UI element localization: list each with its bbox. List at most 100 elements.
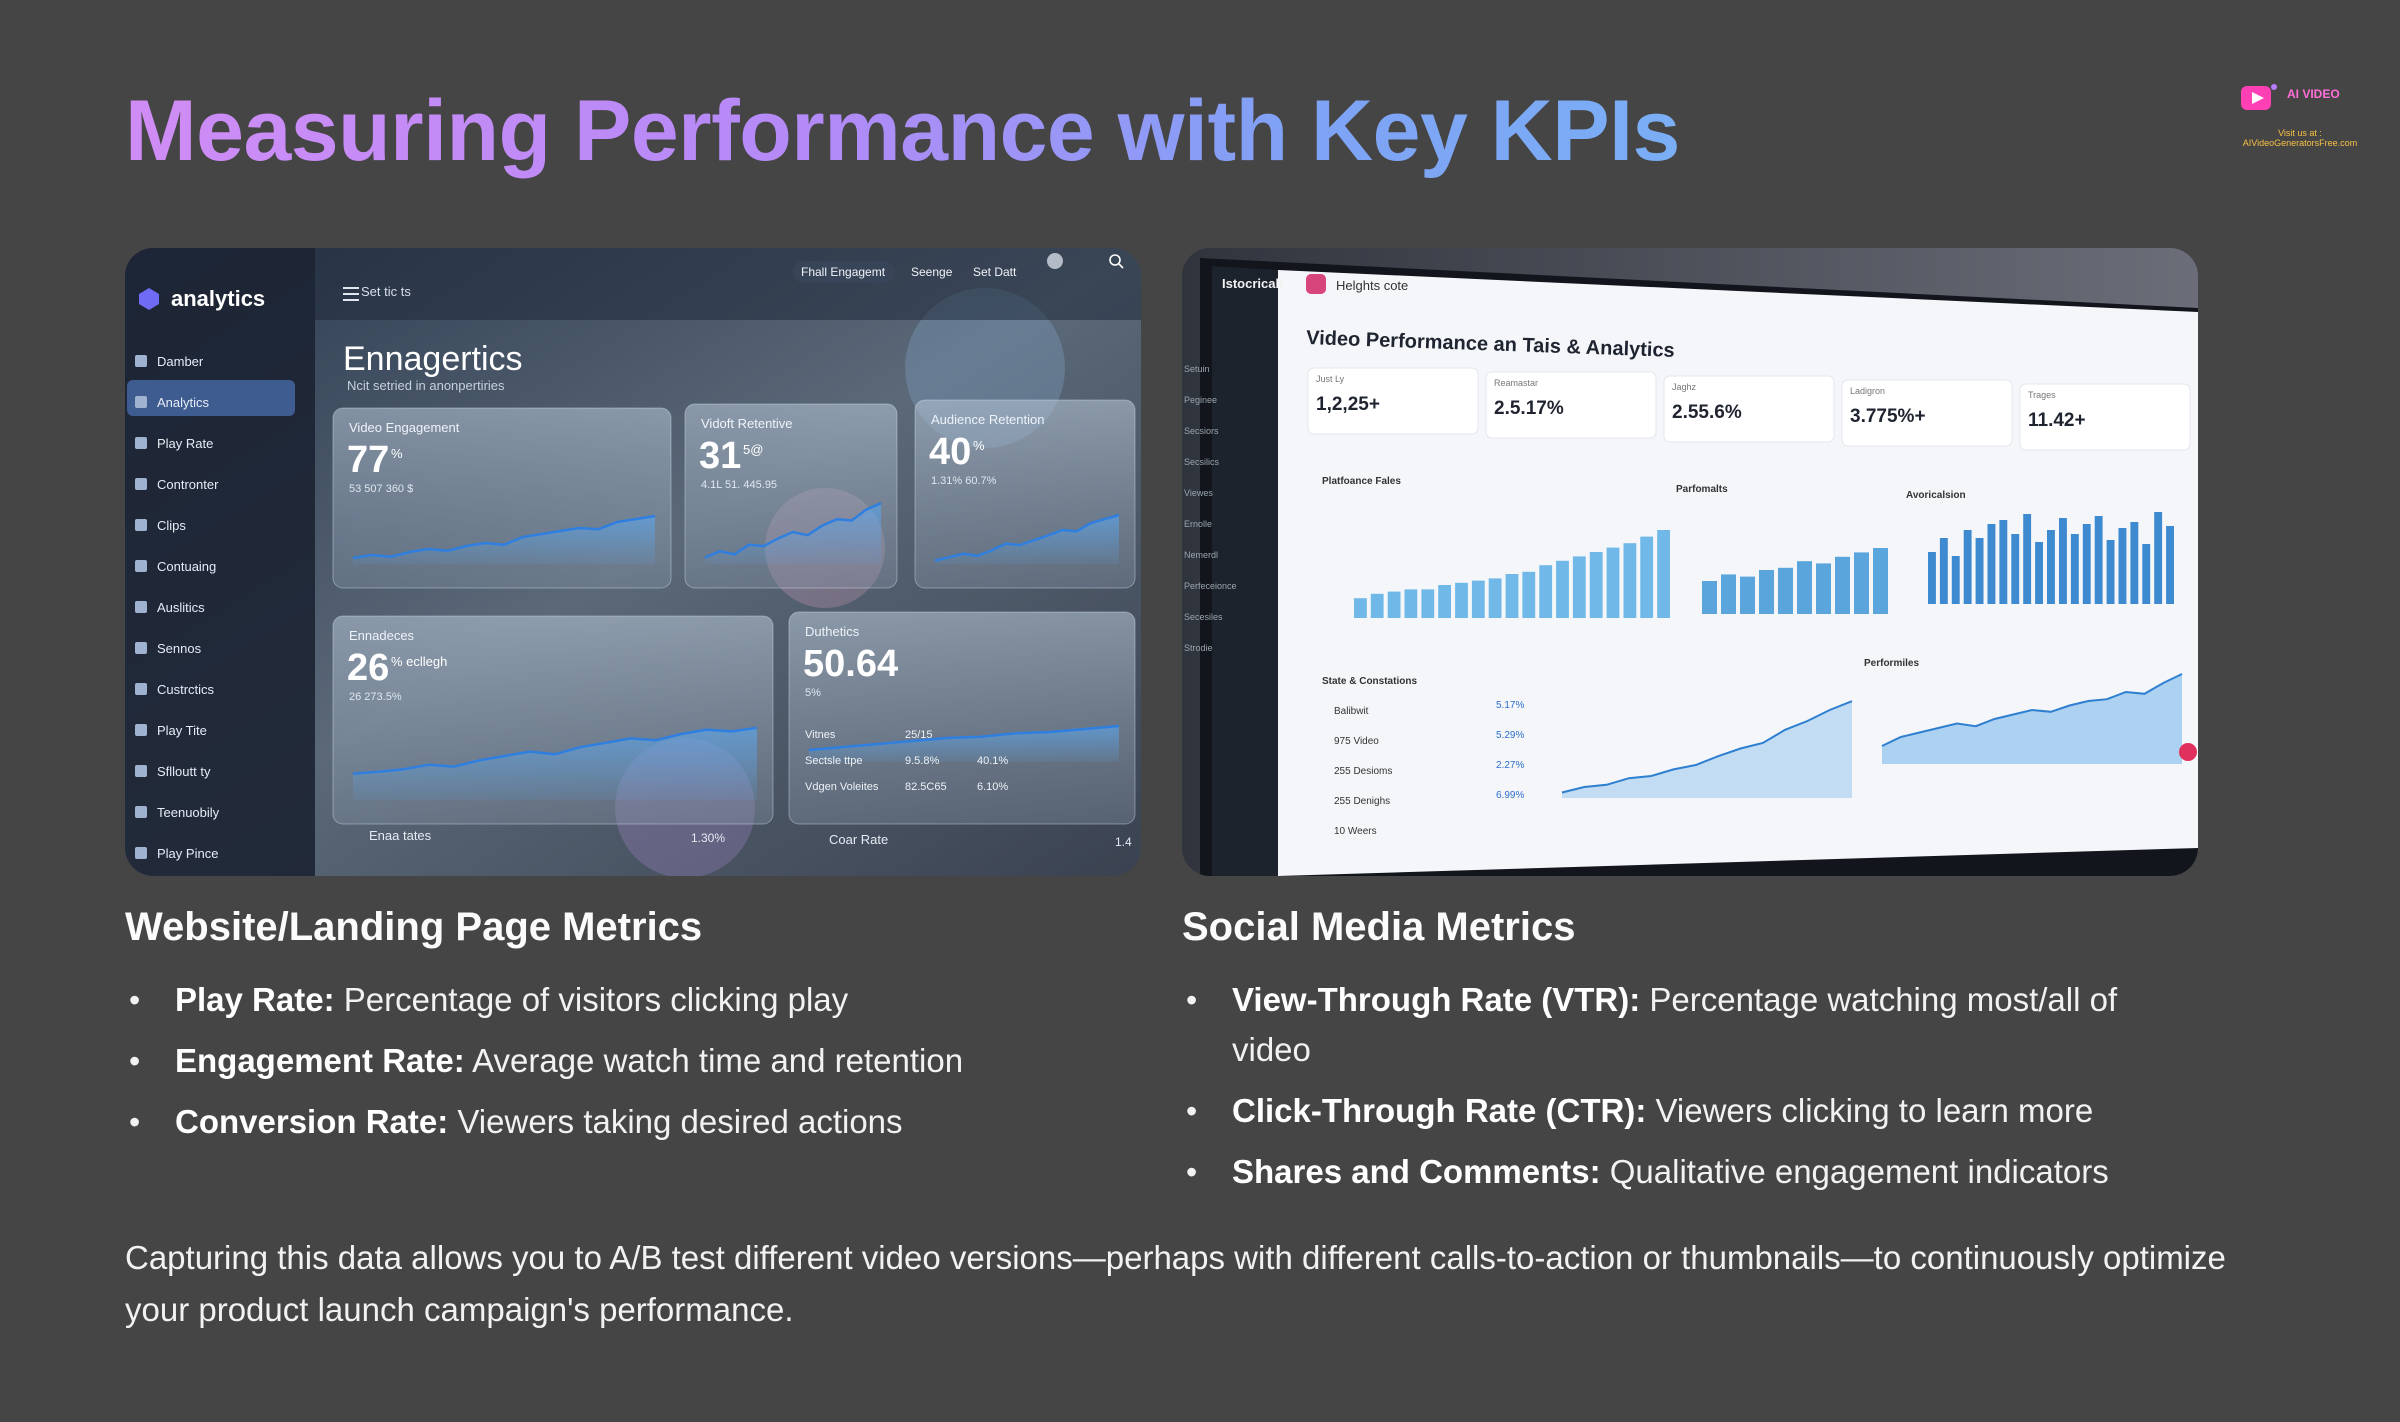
video-performance-monitor-image: Istocricalt Setuin Peginee Secsiors Secsili… (1182, 248, 2198, 876)
chart-bar (1759, 570, 1774, 614)
brand-icon (1306, 274, 1326, 294)
chart-bar (1939, 538, 1948, 604)
nav-item-icon (135, 847, 147, 859)
chart-bar (2082, 524, 2091, 604)
chart-bar (1623, 543, 1637, 618)
chart-bar (1505, 574, 1519, 618)
chart-bar (1963, 530, 1972, 604)
side-nav-item[interactable]: Setuin (1184, 364, 1210, 374)
sidebar-item[interactable]: Contuaing (157, 559, 216, 574)
svg-text:3.775%+: 3.775%+ (1850, 406, 1926, 427)
sidebar-item[interactable]: Play Rate (157, 436, 213, 451)
record-icon (2179, 743, 2197, 761)
card-note: 5% (805, 687, 821, 699)
side-nav-item[interactable]: Ernolle (1184, 519, 1212, 529)
card-note: 53 507 360 $ (349, 483, 413, 495)
list-item: Click-Through Rate (CTR): Viewers clicki… (1182, 1086, 2202, 1136)
chart-bar (2130, 522, 2139, 604)
side-nav-item[interactable]: Nemerdl (1184, 550, 1218, 560)
side-nav-item[interactable]: Strodie (1184, 643, 1213, 653)
kpi-card: Video Engagement 77 % 53 507 360 $ (332, 407, 672, 589)
card-value: 77 (347, 439, 389, 481)
nav-item-icon (135, 437, 147, 449)
sidebar-item[interactable]: Custrctics (157, 682, 215, 697)
card-label: Video Engagement (349, 420, 460, 435)
side-nav-item[interactable]: Peginee (1184, 395, 1217, 405)
sidebar-item[interactable]: Damber (157, 354, 204, 369)
chart-bar (1438, 585, 1451, 618)
svg-text:Ennagertics: Ennagertics (343, 340, 523, 378)
kpi-tile: Ladigron 3.775%+ (1841, 379, 2013, 447)
chart-bar (1370, 593, 1384, 618)
svg-text:10 Weers: 10 Weers (1334, 826, 1377, 837)
trend-line (352, 726, 758, 775)
svg-text:11.42+: 11.42+ (2028, 410, 2086, 431)
trend-area (935, 515, 1119, 564)
sidebar-item[interactable]: Sflloutt ty (157, 764, 211, 779)
card-note: 4.1L 51. 445.95 (701, 479, 777, 491)
chart-bar (1606, 547, 1620, 618)
svg-text:2.5.17%: 2.5.17% (1494, 398, 1564, 419)
nav-item-icon (135, 601, 147, 613)
chart-bar (1572, 556, 1586, 618)
side-nav-item[interactable]: Perfeceionce (1184, 581, 1237, 591)
side-nav-item[interactable]: Secsiors (1184, 426, 1219, 436)
svg-text:1,2,25+: 1,2,25+ (1316, 394, 1380, 415)
nav-item-icon (135, 519, 147, 531)
nav-button[interactable]: Fhall Engagemt (801, 265, 886, 279)
sidebar-item[interactable]: Sennos (157, 641, 202, 656)
chart-bar (1928, 552, 1936, 604)
svg-text:Vitnes: Vitnes (805, 729, 836, 741)
chart-bar (1471, 580, 1485, 618)
chart-bar (2166, 526, 2174, 604)
side-nav-item[interactable]: Viewes (1184, 488, 1213, 498)
kpi-tile: Trages 11.42+ (2019, 383, 2191, 451)
svg-text:Ncit setried in anonpertiries: Ncit setried in anonpertiries (347, 378, 505, 393)
chart-bar (1975, 538, 1984, 604)
list-item: View-Through Rate (VTR): Percentage watc… (1182, 975, 2202, 1075)
trend-area (353, 727, 757, 800)
card-note: 1.31% 60.7% (931, 475, 997, 487)
chart-bar (1873, 548, 1888, 614)
svg-text:255 Denighs: 255 Denighs (1334, 796, 1390, 807)
list-item: 10 Weers (1334, 826, 1377, 837)
svg-text:Set tic ts: Set tic ts (361, 284, 411, 299)
sidebar-item[interactable]: Auslitics (157, 600, 205, 615)
chart-bar (1387, 591, 1401, 618)
list-item: Balibwit 5.17% (1334, 700, 1524, 717)
nav-item-icon (135, 683, 147, 695)
svg-text:975 Video: 975 Video (1334, 736, 1379, 747)
kpi-card: Duthetics 50.64 5% (788, 611, 1136, 825)
svg-text:2.55.6%: 2.55.6% (1672, 402, 1742, 423)
nav-button[interactable]: Seenge (911, 265, 953, 279)
svg-text:82.5C65: 82.5C65 (905, 781, 947, 793)
sidebar-item[interactable]: Play Pince (157, 846, 218, 861)
svg-text:Helghts cote: Helghts cote (1336, 278, 1408, 293)
sidebar-item[interactable]: Contronter (157, 477, 219, 492)
chart-bar (2154, 512, 2163, 604)
nav-item-icon (135, 724, 147, 736)
side-nav-item[interactable]: Secesiles (1184, 612, 1223, 622)
svg-text:Sectsle ttpe: Sectsle ttpe (805, 755, 862, 767)
svg-text:Vdgen Voleites: Vdgen Voleites (805, 781, 879, 793)
social-metrics-list: View-Through Rate (VTR): Percentage watc… (1182, 975, 2202, 1208)
nav-button[interactable]: Set Datt (973, 265, 1017, 279)
chart-bar (2070, 534, 2079, 604)
chart-bar (1657, 530, 1670, 618)
nav-item-icon (135, 355, 147, 367)
kpi-card: Vidoft Retentive 31 5@ 4.1L 51. 445.95 (684, 403, 898, 589)
sidebar-item[interactable]: Play Tite (157, 723, 207, 738)
footer-paragraph: Capturing this data allows you to A/B te… (125, 1239, 2226, 1328)
nav-item-icon (135, 478, 147, 490)
side-nav-item[interactable]: Secsilics (1184, 457, 1220, 467)
panel-title: Parfomalts (1676, 484, 1728, 495)
sidebar-item[interactable]: Clips (157, 518, 186, 533)
svg-text:Jaghz: Jaghz (1672, 382, 1697, 392)
chart-bar (1797, 561, 1812, 614)
svg-text:255 Desioms: 255 Desioms (1334, 766, 1392, 777)
card-suffix: % ecllegh (391, 654, 447, 669)
panel-title: Platfoance Fales (1322, 476, 1401, 487)
svg-text:6.99%: 6.99% (1496, 790, 1524, 801)
sidebar-item[interactable]: Analytics (157, 395, 210, 410)
sidebar-item[interactable]: Teenuobily (157, 805, 220, 820)
